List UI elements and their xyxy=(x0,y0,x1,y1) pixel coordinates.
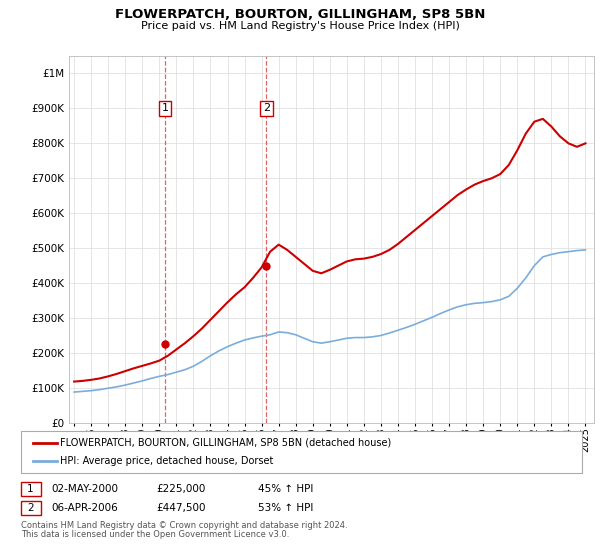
Text: 02-MAY-2000: 02-MAY-2000 xyxy=(51,484,118,494)
Text: 2: 2 xyxy=(27,503,34,513)
Text: 2: 2 xyxy=(263,104,270,114)
Text: 53% ↑ HPI: 53% ↑ HPI xyxy=(258,503,313,513)
Text: FLOWERPATCH, BOURTON, GILLINGHAM, SP8 5BN (detached house): FLOWERPATCH, BOURTON, GILLINGHAM, SP8 5B… xyxy=(60,438,391,448)
Text: This data is licensed under the Open Government Licence v3.0.: This data is licensed under the Open Gov… xyxy=(21,530,289,539)
Text: 1: 1 xyxy=(27,484,34,494)
Text: Contains HM Land Registry data © Crown copyright and database right 2024.: Contains HM Land Registry data © Crown c… xyxy=(21,521,347,530)
Text: £447,500: £447,500 xyxy=(156,503,205,513)
Text: 06-APR-2006: 06-APR-2006 xyxy=(51,503,118,513)
Text: 45% ↑ HPI: 45% ↑ HPI xyxy=(258,484,313,494)
Text: FLOWERPATCH, BOURTON, GILLINGHAM, SP8 5BN: FLOWERPATCH, BOURTON, GILLINGHAM, SP8 5B… xyxy=(115,8,485,21)
Text: £225,000: £225,000 xyxy=(156,484,205,494)
Text: HPI: Average price, detached house, Dorset: HPI: Average price, detached house, Dors… xyxy=(60,456,274,466)
Text: 1: 1 xyxy=(161,104,169,114)
Text: Price paid vs. HM Land Registry's House Price Index (HPI): Price paid vs. HM Land Registry's House … xyxy=(140,21,460,31)
